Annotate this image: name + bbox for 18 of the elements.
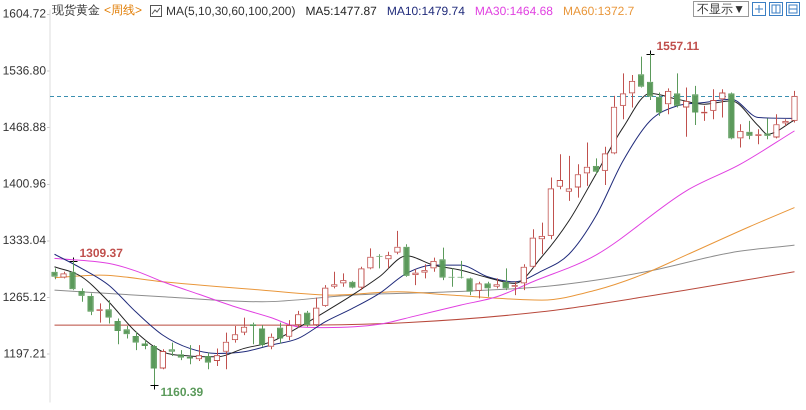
y-tick-label: 1604.72 bbox=[2, 6, 46, 21]
text: MA10:1479.74 bbox=[386, 4, 465, 18]
chart-subtitle: <周线> bbox=[104, 2, 142, 19]
annotation: 1557.11 bbox=[656, 38, 700, 53]
text: MA30:1464.68 bbox=[474, 4, 553, 18]
annotation: 不显示▼ bbox=[693, 1, 749, 17]
text: MA5:1477.87 bbox=[305, 4, 377, 18]
chart-title: 现货黄金 bbox=[52, 2, 100, 19]
annotation: 1160.39 bbox=[160, 384, 204, 399]
y-tick-label: 1265.12 bbox=[2, 290, 46, 304]
y-tick-label: 1536.80 bbox=[2, 63, 46, 78]
y-tick-label: 1400.96 bbox=[2, 176, 46, 191]
annotation: 1309.37 bbox=[80, 246, 124, 260]
y-tick-label: 1468.88 bbox=[2, 120, 46, 134]
y-tick-label: 1333.04 bbox=[2, 233, 46, 248]
y-tick-label: 1197.21 bbox=[4, 346, 46, 360]
text: MA60:1372.7 bbox=[562, 4, 634, 18]
legend-title: MA(5,10,30,60,100,200) bbox=[166, 4, 296, 18]
